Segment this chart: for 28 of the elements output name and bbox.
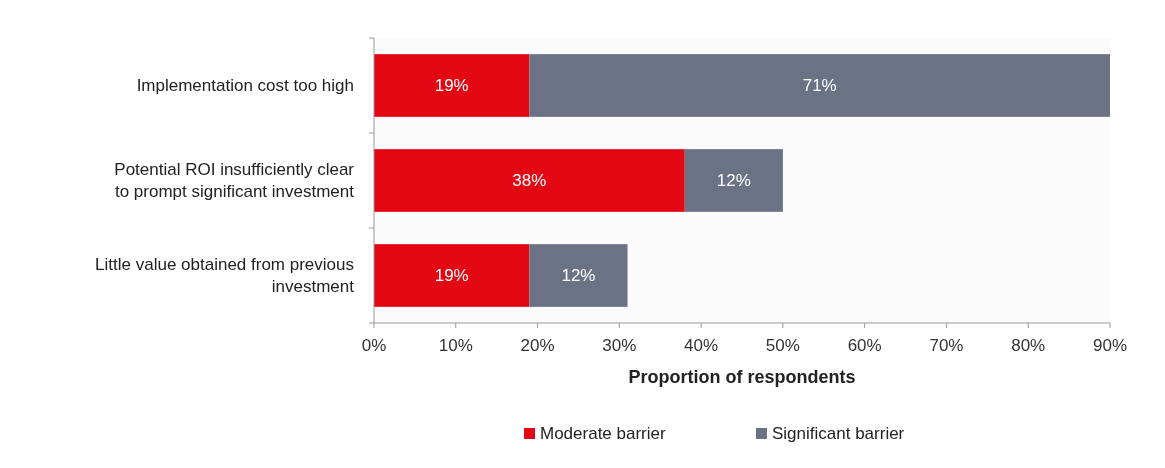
bar xyxy=(529,244,628,307)
text: 12% xyxy=(716,171,751,191)
y-tick-label: Potential ROI insufficiently clear to prompt significant investment xyxy=(114,160,355,202)
text: 19% xyxy=(434,76,469,96)
x-tick-label: 90% xyxy=(1092,336,1128,355)
bar xyxy=(529,54,1110,117)
text: 71% xyxy=(802,76,837,96)
x-tick-label: 50% xyxy=(765,336,800,355)
x-tick-label: 20% xyxy=(520,336,555,355)
legend-label: Moderate barrier xyxy=(540,424,666,443)
text: 12% xyxy=(561,266,596,286)
x-tick-label: 70% xyxy=(929,336,964,355)
x-tick-label: 40% xyxy=(684,336,719,355)
x-tick-label: 0% xyxy=(361,336,387,355)
text: 19% xyxy=(434,266,469,286)
legend-label: Significant barrier xyxy=(772,424,905,443)
x-axis-title: Proportion of respondents xyxy=(628,367,856,387)
bar xyxy=(374,54,530,117)
x-tick-label: 60% xyxy=(847,336,882,355)
y-tick-label: Implementation cost too high xyxy=(136,76,354,96)
x-tick-label: 10% xyxy=(438,336,473,355)
bar xyxy=(374,149,685,212)
x-tick-label: 80% xyxy=(1011,336,1046,355)
bar xyxy=(684,149,783,212)
x-tick-label: 30% xyxy=(602,336,637,355)
bar xyxy=(374,244,530,307)
y-tick-label: Little value obtained from previous investment xyxy=(95,255,355,297)
text: 38% xyxy=(512,171,547,191)
